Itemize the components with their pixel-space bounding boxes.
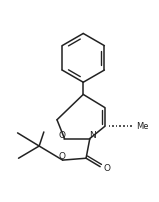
Text: Me: Me bbox=[136, 122, 149, 131]
Text: O: O bbox=[58, 131, 65, 140]
Text: O: O bbox=[104, 164, 111, 173]
Text: N: N bbox=[89, 131, 96, 140]
Text: O: O bbox=[58, 152, 65, 161]
